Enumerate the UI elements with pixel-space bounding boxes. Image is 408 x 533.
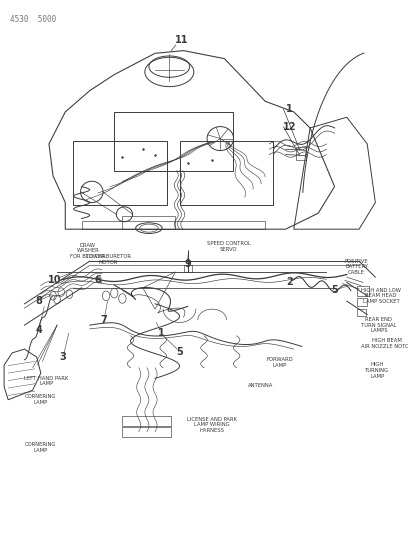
Bar [184,265,192,272]
Text: 9: 9 [184,259,191,269]
Bar [122,427,171,437]
Bar [357,298,367,306]
Text: 5: 5 [176,347,183,357]
Text: POSITIVE
BATTERY
CABLE: POSITIVE BATTERY CABLE [345,259,368,274]
Text: 7: 7 [101,315,107,325]
Bar [357,309,366,316]
Text: LEFT HAND PARK
LAMP: LEFT HAND PARK LAMP [24,376,69,386]
Text: TO CARBURETOR
MOTOR: TO CARBURETOR MOTOR [86,254,131,265]
Bar [122,416,171,426]
Text: HIGH AND LOW
BEAM HEAD
LAMP SOCKET: HIGH AND LOW BEAM HEAD LAMP SOCKET [361,288,401,304]
Bar [357,286,369,296]
Text: ANTENNA: ANTENNA [248,383,274,387]
Text: 1: 1 [158,328,164,338]
Text: 3: 3 [60,352,67,362]
Bar [296,147,306,160]
Text: 12: 12 [283,122,297,132]
Text: DRAW
WASHER
FOR BLOWER: DRAW WASHER FOR BLOWER [70,243,105,259]
Text: CORNERING
LAMP: CORNERING LAMP [24,394,56,405]
Text: CORNERING
LAMP: CORNERING LAMP [24,442,56,453]
Text: 1: 1 [286,104,293,114]
Text: 11: 11 [175,35,188,45]
Text: 2: 2 [286,278,293,287]
Text: FORWARD
LAMP: FORWARD LAMP [266,357,293,368]
Text: REAR END
TURN SIGNAL
LAMPS: REAR END TURN SIGNAL LAMPS [361,317,397,333]
Text: SPEED CONTROL
SERVO: SPEED CONTROL SERVO [206,241,251,252]
Text: 4530  5000: 4530 5000 [10,15,56,24]
Text: 8: 8 [35,296,42,306]
Text: 5: 5 [331,286,338,295]
Text: HIGH
TURNING
LAMP: HIGH TURNING LAMP [365,362,389,378]
Text: 6: 6 [95,275,101,285]
Text: 10: 10 [48,275,62,285]
Text: HIGH BEAM
AIR NOZZLE NOTCH: HIGH BEAM AIR NOZZLE NOTCH [361,338,408,349]
Text: LICENSE AND PARK
LAMP WIRING
HARNESS: LICENSE AND PARK LAMP WIRING HARNESS [187,417,237,433]
Text: 4: 4 [35,326,42,335]
